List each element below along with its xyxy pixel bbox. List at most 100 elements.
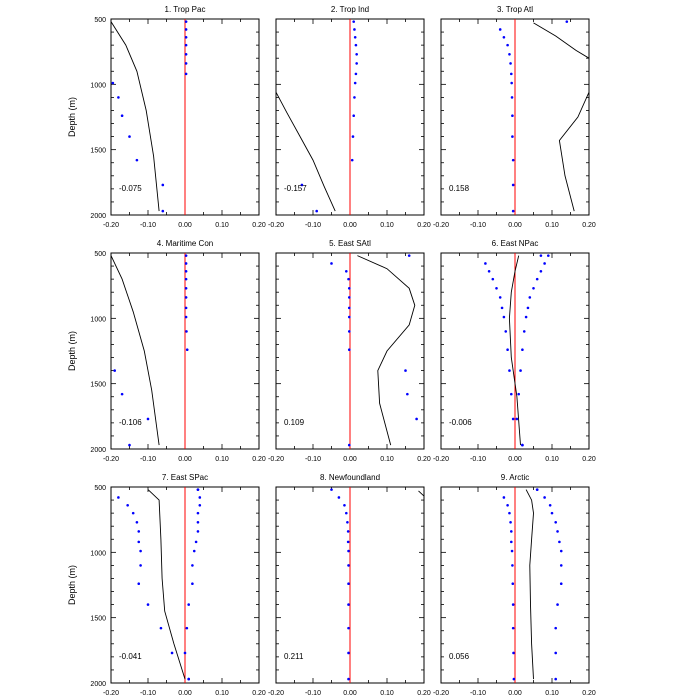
data-point [508, 511, 511, 515]
data-point [111, 81, 115, 85]
x-tick-label: 0.00 [178, 690, 192, 697]
data-point [117, 96, 120, 99]
panel-1: 1. Trop Pac -0.20 -0.10 0.00 0.10 0.20 500 1000… [67, 5, 266, 229]
data-point [135, 520, 139, 524]
data-point-right [554, 651, 557, 655]
data-point [139, 549, 142, 553]
data-point [353, 28, 356, 31]
data-point-right [528, 296, 532, 299]
data-point [184, 269, 188, 273]
x-tick-label: 0.20 [252, 456, 266, 463]
data-point [161, 183, 165, 187]
data-point [185, 330, 188, 333]
x-tick-label: -0.20 [268, 222, 284, 229]
data-point [500, 306, 504, 310]
data-point [510, 96, 514, 99]
x-tick-label: 0.10 [215, 690, 229, 697]
x-tick-label: 0.00 [343, 222, 357, 229]
x-tick-label: 0.20 [582, 690, 596, 697]
data-point [355, 62, 358, 65]
data-point [346, 530, 350, 533]
data-point [511, 417, 515, 421]
x-tick-label: 0.00 [508, 222, 522, 229]
x-tick-label: 0.20 [582, 222, 596, 229]
data-point-right [191, 564, 194, 567]
data-point [184, 52, 188, 56]
data-point [347, 296, 351, 299]
data-point [510, 540, 513, 544]
data-point-right [521, 443, 524, 447]
data-point [510, 81, 513, 85]
data-point-right [559, 549, 563, 553]
data-point [185, 348, 189, 351]
data-point [511, 114, 514, 117]
data-point [510, 392, 513, 396]
profile-curve [111, 255, 160, 446]
data-point-right [554, 626, 557, 630]
data-point-right [187, 677, 190, 681]
data-point [347, 603, 350, 606]
x-tick-label: -0.10 [140, 222, 156, 229]
x-tick-label: -0.20 [103, 456, 119, 463]
profile-curve [525, 489, 534, 680]
panel-value: -0.106 [119, 418, 142, 427]
data-point [347, 315, 351, 319]
data-point [511, 603, 515, 606]
data-point [184, 28, 188, 31]
data-point-right [194, 540, 198, 544]
data-point-right [196, 530, 200, 533]
data-point [512, 651, 515, 655]
panel-2: 2. Trop Ind -0.20 -0.10 0.00 0.10 0.20 -0.157 [268, 5, 431, 229]
data-point [345, 269, 348, 273]
data-point [347, 330, 351, 333]
panel-title: 7. East SPac [162, 473, 208, 482]
x-tick-label: 0.20 [417, 222, 431, 229]
x-tick-label: -0.20 [103, 690, 119, 697]
data-point-right [187, 603, 190, 606]
data-point [502, 35, 506, 39]
data-point [347, 306, 351, 310]
data-point-right [515, 417, 519, 421]
data-point [345, 511, 348, 515]
data-point-right [559, 564, 563, 567]
data-point [347, 651, 350, 655]
y-tick-label: 1500 [90, 382, 106, 389]
x-tick-label: -0.20 [268, 456, 284, 463]
data-point [315, 209, 319, 213]
data-point-right [196, 520, 200, 524]
data-point [484, 262, 487, 265]
y-tick-label: 1000 [90, 82, 106, 89]
y-tick-label: 1000 [90, 550, 106, 557]
x-tick-label: 0.00 [178, 222, 192, 229]
data-point [347, 443, 351, 447]
x-tick-label: -0.10 [470, 456, 486, 463]
data-point-right [522, 330, 526, 333]
x-tick-label: -0.10 [470, 222, 486, 229]
data-point [347, 626, 350, 630]
data-point-right [517, 392, 520, 396]
panel-value: -0.041 [119, 652, 142, 661]
x-tick-label: 0.00 [343, 456, 357, 463]
data-point [407, 254, 411, 257]
data-point [511, 158, 515, 162]
data-point [487, 269, 491, 273]
data-point [354, 43, 358, 47]
x-tick-label: 0.10 [380, 222, 394, 229]
panel-value: -0.006 [449, 418, 472, 427]
x-tick-label: -0.20 [433, 222, 449, 229]
x-tick-label: 0.00 [178, 456, 192, 463]
x-tick-label: -0.20 [433, 690, 449, 697]
panel-5: 5. East SAtl -0.20 -0.10 0.00 0.10 0.20 0.109 [268, 239, 431, 463]
data-point-right [539, 269, 543, 273]
data-point [184, 72, 188, 76]
data-point [139, 564, 142, 567]
data-point-right [556, 530, 559, 533]
panel-title: 6. East NPac [492, 239, 539, 248]
panel-value: -0.157 [284, 184, 307, 193]
data-point [415, 417, 418, 421]
data-point [184, 20, 188, 23]
data-point-right [185, 626, 189, 630]
data-point [337, 496, 341, 499]
data-point-right [548, 503, 552, 507]
data-point [347, 277, 350, 281]
